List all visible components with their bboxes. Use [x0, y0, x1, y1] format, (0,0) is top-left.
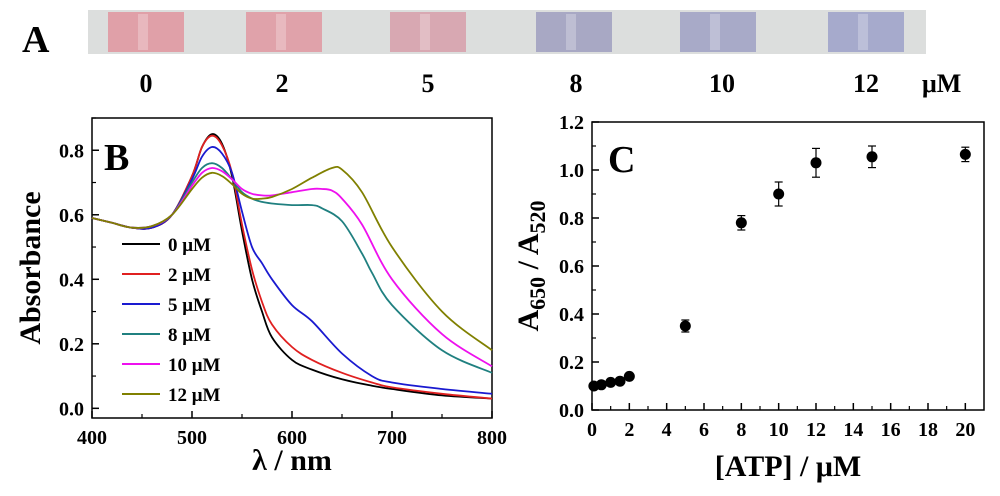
- legend-entry: 10 μM: [168, 355, 221, 376]
- panel-b-label: B: [104, 137, 129, 179]
- concentration-label: 10: [709, 69, 735, 98]
- concentration-label: 0: [140, 69, 153, 98]
- panel-c: 0 2 4 6 8 10 12 14 16 18 20 0.0 0.2 0.4 0.6 0.8 1.0 1.2 C…: [512, 112, 985, 483]
- vial-0: [108, 12, 184, 52]
- x-tick-label: 12: [806, 419, 826, 441]
- x-tick-label: 8: [736, 419, 746, 441]
- vial-2: [246, 12, 322, 52]
- panel-c-label: C: [608, 139, 635, 181]
- x-tick-label: 10: [769, 419, 789, 441]
- panel-b-series: [91, 133, 493, 400]
- y-tick-label: 1.2: [559, 112, 584, 134]
- data-point: [623, 370, 635, 382]
- legend-entry: 2 μM: [168, 265, 211, 286]
- data-point: [735, 217, 747, 229]
- y-tick-label: 0.4: [559, 304, 584, 326]
- legend-entry: 0 μM: [168, 235, 211, 256]
- y-tick-label: 0.0: [59, 398, 84, 420]
- panel-c-x-axis-label: [ATP] / μM: [715, 450, 861, 483]
- concentration-label: 2: [276, 69, 289, 98]
- x-tick-label: 14: [843, 419, 863, 441]
- concentration-unit: μM: [922, 69, 961, 98]
- y-tick-label: 0.0: [559, 400, 584, 422]
- concentration-label: 5: [422, 69, 435, 98]
- x-tick-label: 20: [955, 419, 975, 441]
- series-line-0: [91, 133, 493, 400]
- data-point: [810, 157, 822, 169]
- vial-10: [680, 12, 756, 52]
- series-line-4: [91, 167, 493, 368]
- vial-5: [390, 12, 466, 52]
- vial-strip-background: [88, 10, 926, 54]
- panel-a: A 0 2 5 8 10 12 μM: [22, 10, 961, 98]
- vial-highlight: [420, 14, 430, 50]
- x-tick-label: 6: [699, 419, 709, 441]
- panel-c-ticks: 0 2 4 6 8 10 12 14 16 18 20 0.0 0.2 0.4 0.6 0.8 1.0 1.2: [559, 112, 975, 441]
- vial-highlight: [566, 14, 576, 50]
- panel-b-legend: 0 μM 2 μM 5 μM 8 μM 10 μM 12 μM: [122, 235, 221, 406]
- legend-entry: 8 μM: [168, 325, 211, 346]
- data-point: [614, 375, 626, 387]
- data-point: [959, 148, 971, 160]
- x-tick-label: 400: [77, 427, 107, 449]
- data-point: [595, 379, 607, 391]
- data-point: [605, 376, 617, 388]
- panel-b-plot-frame: [91, 117, 493, 419]
- x-tick-label: 18: [918, 419, 938, 441]
- panel-b: 400 500 600 700 800 0.0 0.2 0.4 0.6 0.8 0 μM 2 μM 5…: [14, 117, 507, 477]
- y-tick-label: 0.8: [559, 208, 584, 230]
- y-tick-label: 0.6: [59, 205, 84, 227]
- panel-c-points: [588, 145, 971, 392]
- data-point: [679, 320, 691, 332]
- y-tick-label: 0.2: [59, 334, 84, 356]
- series-line-2: [91, 146, 493, 395]
- vial-highlight: [858, 14, 868, 50]
- vial-highlight: [276, 14, 286, 50]
- concentration-label: 12: [853, 69, 879, 98]
- panel-c-plot-frame: [591, 121, 985, 411]
- legend-entry: 12 μM: [168, 385, 221, 406]
- vial-highlight: [138, 14, 148, 50]
- vial-strip: [108, 12, 904, 52]
- concentration-label: 8: [570, 69, 583, 98]
- panel-a-label: A: [22, 19, 50, 61]
- panel-b-x-axis-label: λ / nm: [252, 444, 332, 477]
- data-point: [773, 188, 785, 200]
- x-tick-label: 2: [624, 419, 634, 441]
- series-line-5: [91, 165, 493, 352]
- vial-8: [536, 12, 612, 52]
- x-tick-label: 700: [377, 427, 407, 449]
- x-tick-label: 4: [662, 419, 672, 441]
- concentration-labels: 0 2 5 8 10 12: [140, 69, 880, 98]
- y-tick-label: 0.8: [59, 140, 84, 162]
- y-tick-label: 0.2: [559, 352, 584, 374]
- x-tick-label: 16: [881, 419, 901, 441]
- data-point: [866, 151, 878, 163]
- vial-12: [828, 12, 904, 52]
- vial-highlight: [710, 14, 720, 50]
- panel-b-ticks: 400 500 600 700 800 0.0 0.2 0.4 0.6 0.8: [59, 117, 507, 449]
- x-tick-label: 0: [587, 419, 597, 441]
- x-tick-label: 800: [477, 427, 507, 449]
- y-tick-label: 1.0: [559, 160, 584, 182]
- panel-b-y-axis-label: Absorbance: [14, 191, 47, 344]
- legend-entry: 5 μM: [168, 295, 211, 316]
- x-tick-label: 600: [277, 427, 307, 449]
- panel-c-y-axis-label: A650 / A520: [512, 200, 550, 331]
- x-tick-label: 500: [177, 427, 207, 449]
- series-line-3: [91, 162, 493, 374]
- y-tick-label: 0.4: [59, 269, 84, 291]
- y-tick-label: 0.6: [559, 256, 584, 278]
